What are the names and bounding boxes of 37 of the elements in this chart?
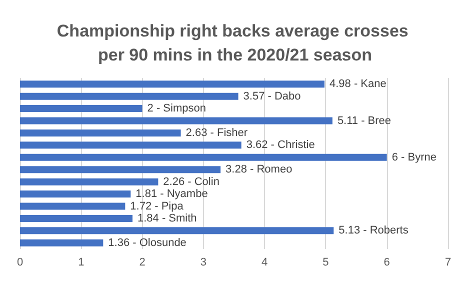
bar	[20, 80, 324, 88]
data-label: 5.13 - Roberts	[338, 224, 409, 237]
bar	[20, 227, 334, 234]
data-label: 3.62 - Christie	[246, 139, 315, 152]
bar	[20, 117, 332, 124]
data-label: 1.84 - Smith	[138, 212, 197, 224]
bar	[20, 142, 242, 149]
data-label: 2 - Simpson	[147, 102, 206, 115]
x-tick-label: 5	[322, 256, 329, 268]
bar	[20, 105, 142, 112]
data-label: 3.57 - Dabo	[243, 90, 301, 102]
x-tick-label: 2	[139, 256, 146, 268]
chart-title: Championship right backs average crosses per 90 mins in the 2020/21 season	[56, 22, 414, 64]
bar	[20, 129, 181, 136]
bar	[20, 239, 104, 246]
x-tick-label: 6	[384, 256, 390, 268]
data-label: 2.63 - Fisher	[186, 126, 248, 139]
bar	[20, 190, 131, 198]
x-tick-label: 7	[444, 256, 452, 268]
x-tick-label: 1	[78, 256, 84, 268]
data-label: 1.81 - Nyambe	[136, 188, 208, 200]
x-tick-label: 3	[200, 256, 206, 268]
data-label: 3.28 - Romeo	[226, 164, 292, 176]
data-label: 5.11 - Bree	[337, 114, 392, 127]
bar	[20, 202, 126, 210]
x-tick-label: 0	[16, 256, 24, 268]
data-label: 1.36 - Olosunde	[108, 236, 186, 249]
bar	[20, 178, 158, 186]
x-tick-label: 4	[262, 256, 268, 268]
bar	[20, 154, 387, 161]
data-label: 4.98 - Kane	[329, 78, 386, 90]
data-label: 6 - Byrne	[392, 151, 436, 164]
data-label: 2.26 - Colin	[163, 176, 220, 188]
bar	[20, 92, 238, 100]
bar	[20, 166, 221, 174]
data-label: 1.72 - Pipa	[130, 200, 184, 212]
bar	[20, 214, 133, 222]
